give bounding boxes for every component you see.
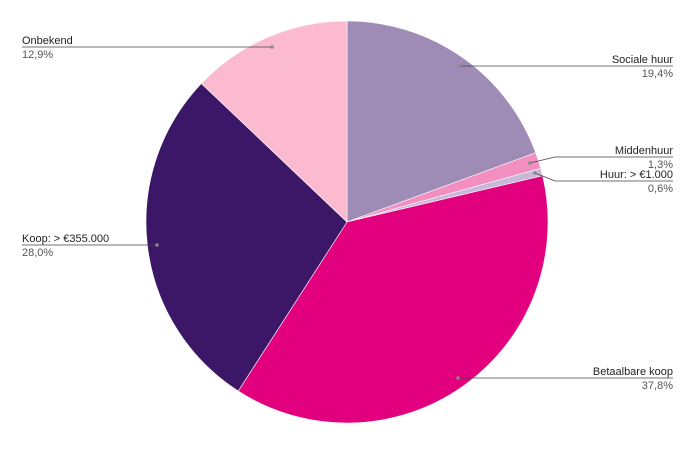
- leader-dot: [533, 171, 537, 175]
- leader-dot: [155, 243, 159, 247]
- pie-slice[interactable]: [346, 20, 537, 223]
- pie-slice[interactable]: [237, 175, 549, 424]
- leader-dot: [528, 161, 532, 165]
- slice-value-label: 28,0%: [22, 247, 53, 259]
- slice-label: Betaalbare koop: [593, 366, 673, 378]
- pie-slice[interactable]: [145, 83, 348, 392]
- leader-dot: [270, 45, 274, 49]
- slice-label: Onbekend: [22, 35, 73, 47]
- leader-line: [529, 156, 673, 164]
- leader-line: [534, 172, 673, 182]
- leader-dot: [458, 64, 462, 68]
- slice-label: Koop: > €355.000: [22, 233, 109, 245]
- slice-label: Middenhuur: [615, 145, 673, 157]
- pie-slice[interactable]: [200, 20, 348, 223]
- slice-value-label: 0,6%: [648, 183, 673, 195]
- slice-value-label: 19,4%: [642, 68, 673, 80]
- slice-value-label: 37,8%: [642, 380, 673, 392]
- slice-value-label: 1,3%: [648, 159, 673, 171]
- leader-dot: [456, 376, 460, 380]
- slice-label: Sociale huur: [612, 54, 673, 66]
- slice-label: Huur: > €1.000: [600, 169, 673, 181]
- slice-value-label: 12,9%: [22, 49, 53, 61]
